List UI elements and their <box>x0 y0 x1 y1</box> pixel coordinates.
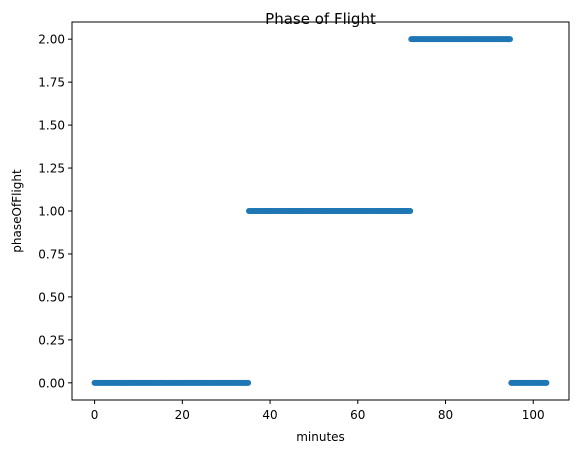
x-tick-label: 20 <box>175 408 190 422</box>
data-point <box>407 208 414 214</box>
x-tick-label: 0 <box>91 408 99 422</box>
x-tick-label: 40 <box>262 408 277 422</box>
data-point <box>245 379 252 386</box>
x-tick-label: 60 <box>350 408 365 422</box>
y-tick-label: 0.00 <box>38 376 65 390</box>
data-point <box>543 379 550 386</box>
y-tick-label: 1.25 <box>38 162 65 176</box>
x-tick-label: 80 <box>438 408 453 422</box>
y-axis-label: phaseOfFlight <box>10 169 24 253</box>
data-point <box>507 36 513 43</box>
y-tick-label: 1.00 <box>38 205 65 219</box>
y-tick-label: 2.00 <box>38 33 65 47</box>
x-axis-label: minutes <box>296 430 345 444</box>
y-tick-label: 0.50 <box>38 290 65 304</box>
y-axis: 0.00 0.25 0.50 0.75 1.00 1.25 1.50 1.75 2.00 <box>38 33 72 390</box>
y-tick-label: 0.75 <box>38 247 65 261</box>
x-tick-label: 100 <box>522 408 545 422</box>
x-axis: 0 20 40 60 80 100 <box>91 400 545 422</box>
y-tick-label: 1.50 <box>38 119 65 133</box>
chart-title: Phase of Flight <box>265 10 376 28</box>
y-tick-label: 1.75 <box>38 76 65 90</box>
y-tick-label: 0.25 <box>38 333 65 347</box>
data-points <box>91 36 550 386</box>
